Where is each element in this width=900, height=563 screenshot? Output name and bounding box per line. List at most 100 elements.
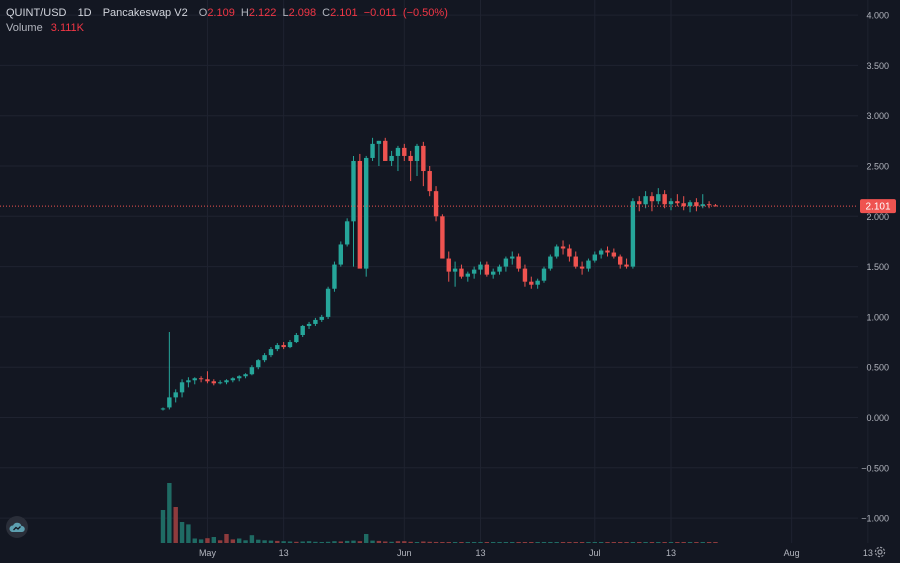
candle-body: [560, 246, 566, 249]
candle-body: [268, 349, 274, 356]
volume-bar: [224, 534, 229, 543]
volume-bar: [675, 542, 680, 543]
volume-bar: [357, 541, 363, 543]
candle-body: [598, 250, 604, 255]
gear-icon[interactable]: [873, 545, 887, 559]
candle-body: [408, 155, 413, 161]
candle-body: [433, 191, 439, 217]
tradingview-cloud-icon: [9, 522, 25, 532]
low-value: 2.098: [288, 7, 317, 19]
x-tick-label: May: [199, 548, 217, 558]
y-tick-label: 0.500: [866, 363, 889, 373]
volume-bar: [586, 542, 591, 543]
volume-bar: [217, 540, 223, 543]
volume-bar: [249, 535, 255, 543]
close-value: 2.101: [330, 7, 358, 19]
volume-bar: [414, 542, 420, 543]
volume-bar: [262, 540, 267, 543]
time-axis[interactable]: May13Jun13Jul13Aug13Sep13: [199, 548, 900, 558]
volume-bar: [554, 542, 559, 543]
volume-bar: [579, 542, 585, 543]
volume-bar: [433, 541, 439, 543]
price-axis[interactable]: 4.000 3.500 3.000 2.500 2.000 1.500 1.000 0.500…: [861, 11, 889, 524]
candle-body: [332, 264, 337, 289]
volume-bar: [535, 542, 540, 543]
y-tick-label: −0.500: [861, 463, 889, 473]
candle-body: [478, 264, 483, 270]
volume-bars: [160, 483, 718, 543]
candle-body: [294, 335, 299, 343]
volume-bar: [567, 542, 572, 543]
volume-bar: [440, 542, 445, 543]
volume-bar: [256, 539, 261, 543]
candle-body: [370, 143, 375, 158]
close-label: C: [322, 7, 331, 19]
volume-bar: [510, 542, 515, 543]
candle-body: [675, 201, 680, 204]
candle-body: [452, 268, 458, 272]
candle-body: [249, 367, 255, 375]
volume-bar: [491, 542, 496, 543]
candle-body: [637, 201, 642, 205]
volume-bar: [706, 542, 712, 543]
volume-bar: [383, 541, 388, 543]
volume-bar: [268, 540, 274, 543]
candle-body: [313, 319, 318, 324]
volume-bar: [694, 542, 699, 543]
volume-bar: [237, 538, 242, 543]
candle-body: [319, 316, 324, 320]
candle-body: [649, 196, 655, 202]
candle-body: [491, 271, 496, 275]
volume-bar: [173, 507, 178, 543]
candle-body: [579, 266, 585, 269]
candle-body: [192, 378, 197, 381]
volume-bar: [313, 541, 318, 543]
candle-body: [287, 342, 293, 348]
candle-body: [529, 281, 534, 285]
high-value: 2.122: [248, 7, 277, 19]
volume-bar: [389, 541, 394, 543]
volume-bar: [573, 542, 578, 543]
candle-body: [497, 266, 502, 272]
candle-body: [700, 204, 705, 207]
candle-body: [395, 147, 401, 156]
candle-body: [592, 254, 597, 261]
y-tick-label: 1.500: [866, 262, 889, 272]
interval-label[interactable]: 1D: [77, 7, 92, 19]
low-label: L: [282, 7, 289, 19]
y-tick-label: 2.500: [866, 162, 889, 172]
candle-body: [217, 382, 223, 384]
volume-bar: [522, 542, 528, 543]
tradingview-logo[interactable]: [6, 516, 28, 538]
volume-bar: [465, 542, 470, 543]
candle-body: [643, 196, 648, 205]
candle-body: [573, 256, 578, 267]
x-tick-label: 13: [475, 548, 485, 558]
x-tick-label: Aug: [784, 548, 800, 558]
last-price-tag-box: [860, 199, 896, 214]
candle-body: [351, 160, 356, 222]
volume-bar: [205, 538, 210, 543]
candle-body: [656, 194, 661, 202]
candle-body: [383, 140, 388, 161]
x-tick-label: 13: [666, 548, 676, 558]
candle-body: [414, 145, 420, 161]
candle-body: [535, 280, 540, 285]
candle-body: [706, 204, 712, 206]
candle-body: [554, 246, 559, 257]
volume-bar: [643, 542, 648, 543]
candle-body: [173, 392, 178, 398]
symbol-name[interactable]: QUINT/USD: [6, 7, 67, 19]
volume-bar: [560, 542, 566, 543]
volume-bar: [618, 542, 623, 543]
y-tick-label: 2.000: [866, 212, 889, 222]
volume-bar: [344, 540, 350, 543]
volume-bar: [319, 542, 324, 543]
candle-body: [338, 244, 343, 265]
volume-bar: [516, 542, 521, 543]
candle-body: [516, 256, 521, 269]
volume-bar: [446, 542, 451, 543]
candle-body: [402, 147, 407, 156]
volume-value: 3.111K: [50, 22, 84, 34]
